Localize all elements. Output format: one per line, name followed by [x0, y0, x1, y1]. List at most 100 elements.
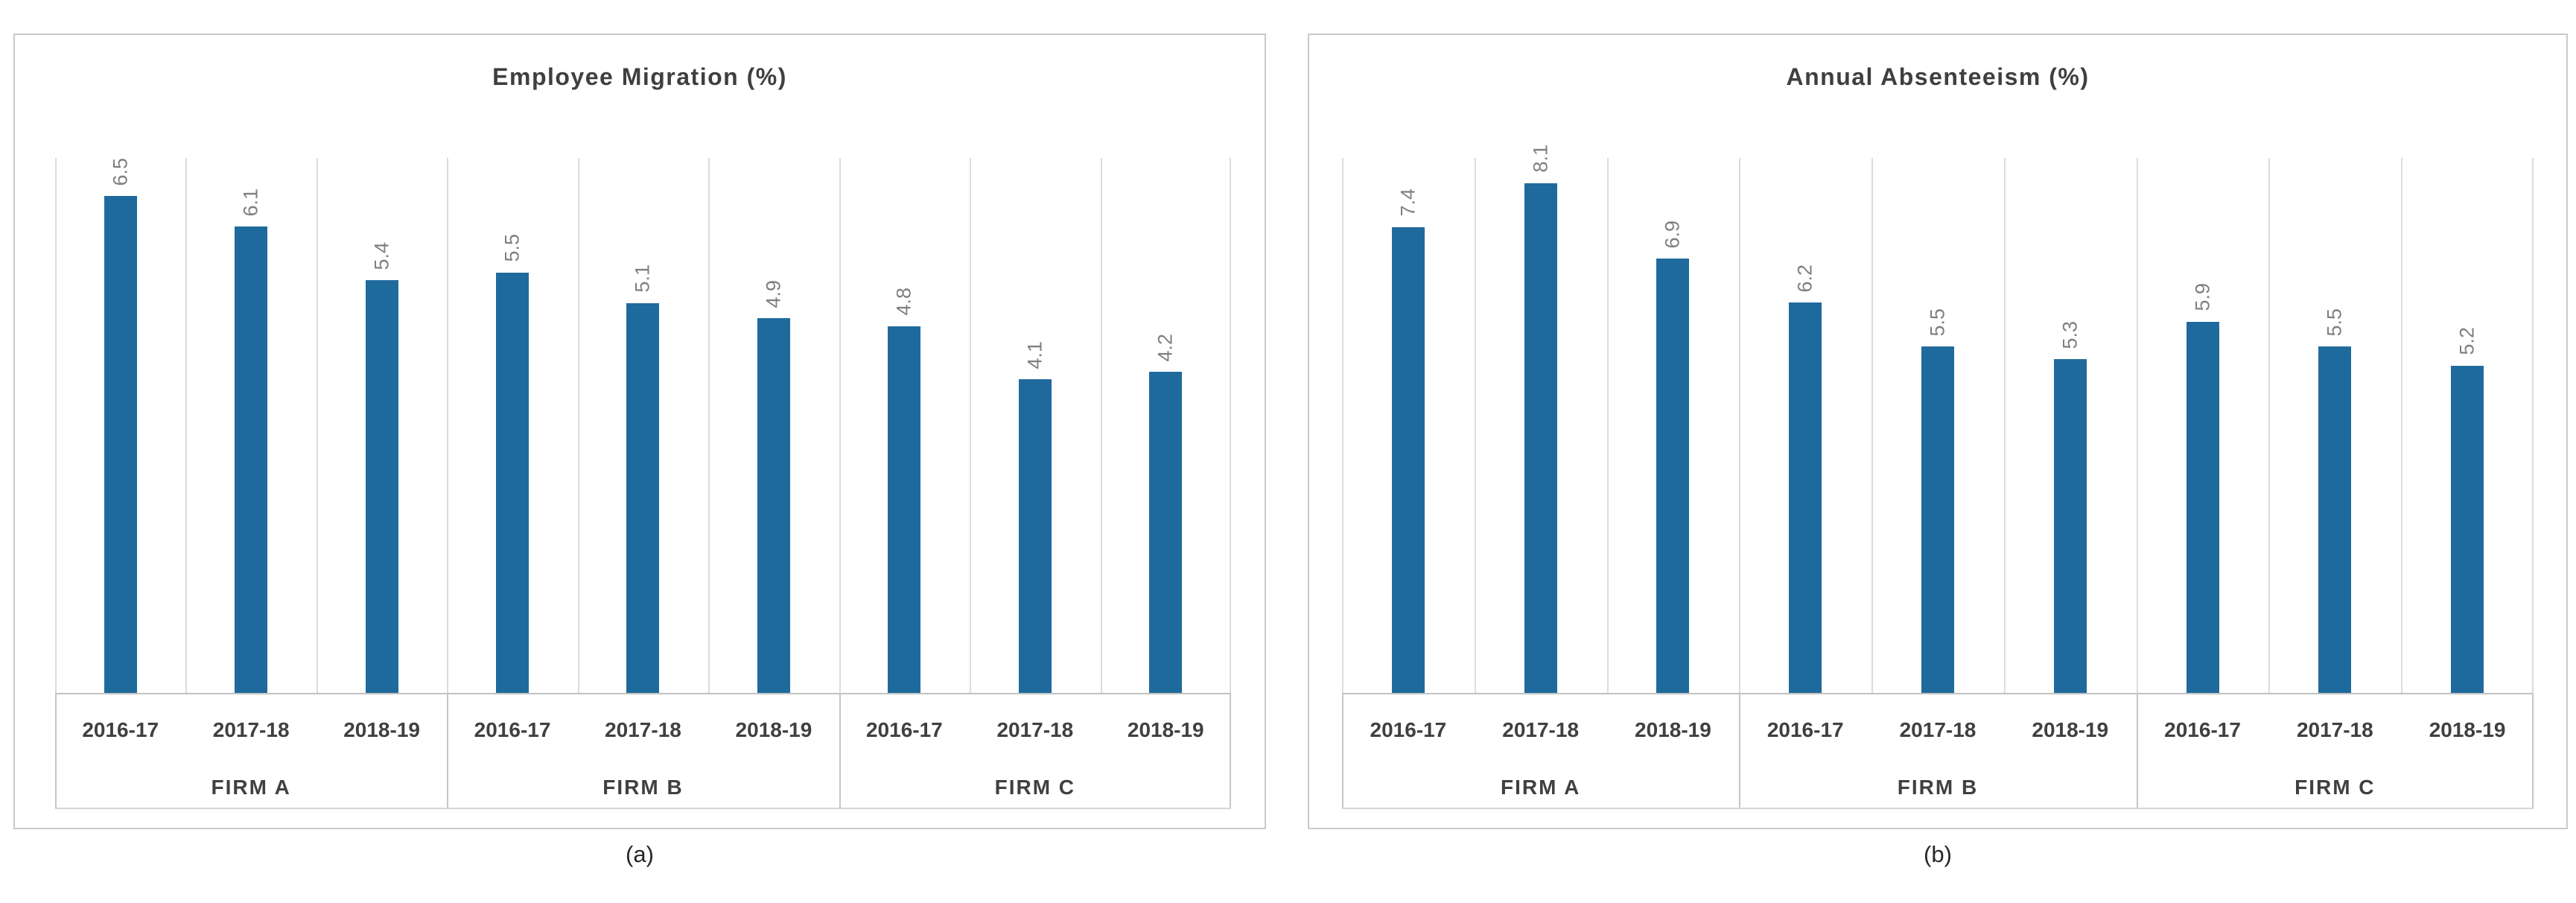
bar-value-label: 7.4 — [1396, 188, 1419, 217]
category-slot: 5.5 — [447, 158, 577, 693]
category-slot: 6.9 — [1607, 158, 1740, 693]
bar-value-label: 5.9 — [2191, 283, 2214, 311]
year-label: 2016-17 — [865, 718, 943, 741]
year-label: 2018-19 — [1127, 718, 1204, 741]
bar-value-label: 4.2 — [1154, 333, 1177, 362]
year-label: 2017-18 — [996, 718, 1074, 741]
year-label: 2016-17 — [1370, 718, 1447, 741]
bar-value-label: 6.2 — [1793, 264, 1816, 293]
bar-value-label: 6.5 — [109, 157, 132, 186]
year-label: 2016-17 — [474, 718, 551, 741]
category-slot: 5.1 — [578, 158, 708, 693]
bar — [1524, 183, 1557, 693]
bar — [757, 318, 790, 693]
bar-value-label: 6.9 — [1661, 220, 1684, 249]
bar — [2318, 346, 2352, 693]
bar-value-label: 4.8 — [892, 288, 915, 316]
firm-label-row: FIRM A FIRM B FIRM C — [1342, 767, 2534, 808]
category-gridline — [185, 158, 188, 693]
bar-value-label: 5.5 — [2323, 308, 2346, 337]
bar — [1149, 372, 1183, 693]
year-label: 2017-18 — [605, 718, 681, 741]
bar — [888, 326, 921, 693]
group-separator — [1342, 693, 1343, 808]
category-gridline — [970, 158, 972, 693]
bar — [365, 280, 398, 693]
category-slot: 6.5 — [55, 158, 185, 693]
year-label: 2018-19 — [2032, 718, 2109, 741]
category-slot: 5.5 — [2268, 158, 2401, 693]
category-slot: 5.2 — [2401, 158, 2534, 693]
category-gridline — [447, 158, 449, 693]
chart-title-a: Employee Migration (%) — [492, 63, 787, 90]
group-separator — [1739, 693, 1741, 808]
category-gridline — [1474, 158, 1476, 693]
bar-value-label: 5.2 — [2455, 327, 2478, 355]
bar — [2053, 359, 2087, 693]
year-label: 2017-18 — [1502, 718, 1580, 741]
year-label: 2017-18 — [212, 718, 290, 741]
firm-label: FIRM A — [211, 776, 291, 799]
group-separator — [839, 693, 841, 808]
category-gridline — [1739, 158, 1741, 693]
category-slot: 4.9 — [708, 158, 839, 693]
category-slot: 7.4 — [1342, 158, 1475, 693]
firm-label: FIRM A — [1500, 776, 1581, 799]
chart-panel-b: Annual Absenteeism (%) 7.4 8.1 6.9 6.2 5.5 5.… — [1308, 34, 2568, 829]
category-gridline — [1342, 158, 1343, 693]
chart-figure-a: Employee Migration (%) 6.5 6.1 5.4 5.5 5.1 4.… — [13, 34, 1266, 868]
figure-caption-b: (b) — [1924, 841, 1952, 867]
category-gridline — [55, 158, 57, 693]
chart-panel-a: Employee Migration (%) 6.5 6.1 5.4 5.5 5.1 4.… — [13, 34, 1266, 829]
year-label-row: 2016-17 2017-18 2018-19 2016-17 2017-18 2018-… — [1342, 693, 2534, 767]
category-gridline — [1871, 158, 1874, 693]
category-slot: 5.3 — [2004, 158, 2137, 693]
group-separator — [55, 693, 57, 808]
category-slot: 5.5 — [1871, 158, 2004, 693]
category-slot: 6.1 — [185, 158, 316, 693]
category-axis-a: 2016-17 2017-18 2018-19 2016-17 2017-18 2018-… — [55, 693, 1231, 809]
category-gridline — [1100, 158, 1102, 693]
bar-value-label: 8.1 — [1529, 145, 1552, 173]
bar-value-label: 5.5 — [1926, 308, 1949, 337]
bar — [2186, 321, 2219, 693]
category-gridline — [2532, 158, 2534, 693]
group-separator — [2532, 693, 2534, 808]
category-slot: 4.1 — [970, 158, 1100, 693]
bar-value-label: 4.1 — [1023, 340, 1046, 370]
year-label: 2018-19 — [2429, 718, 2506, 741]
bar-value-label: 4.9 — [762, 279, 785, 308]
category-gridline — [2136, 158, 2138, 693]
category-gridline — [2268, 158, 2271, 693]
year-label: 2018-19 — [1635, 718, 1711, 741]
category-gridline — [577, 158, 579, 693]
category-gridline — [2003, 158, 2006, 693]
category-slot: 4.2 — [1101, 158, 1231, 693]
category-gridline — [1230, 158, 1231, 693]
group-separator — [1230, 693, 1231, 808]
year-label: 2018-19 — [343, 718, 420, 741]
bar — [496, 272, 529, 693]
bar — [1391, 226, 1425, 693]
category-gridline — [316, 158, 318, 693]
bar — [1656, 259, 1690, 693]
year-label: 2018-19 — [735, 718, 812, 741]
bar — [1018, 379, 1052, 693]
category-slot: 5.4 — [317, 158, 447, 693]
bar — [104, 196, 137, 693]
firm-label: FIRM C — [994, 776, 1076, 799]
group-separator — [2136, 693, 2138, 808]
category-slot: 8.1 — [1475, 145, 1607, 693]
group-separator — [447, 693, 449, 808]
bar-value-label: 5.1 — [631, 264, 654, 293]
bar — [1789, 302, 1822, 693]
bar-value-label: 5.4 — [370, 241, 393, 270]
year-label: 2017-18 — [2296, 718, 2373, 741]
plot-area-a: 6.5 6.1 5.4 5.5 5.1 4.9 4.8 4.1 4.2 — [55, 158, 1231, 694]
category-gridline — [2401, 158, 2403, 693]
category-slot: 6.2 — [1739, 158, 1871, 693]
category-gridline — [708, 158, 710, 693]
bar — [235, 226, 268, 693]
year-label: 2016-17 — [82, 718, 159, 741]
